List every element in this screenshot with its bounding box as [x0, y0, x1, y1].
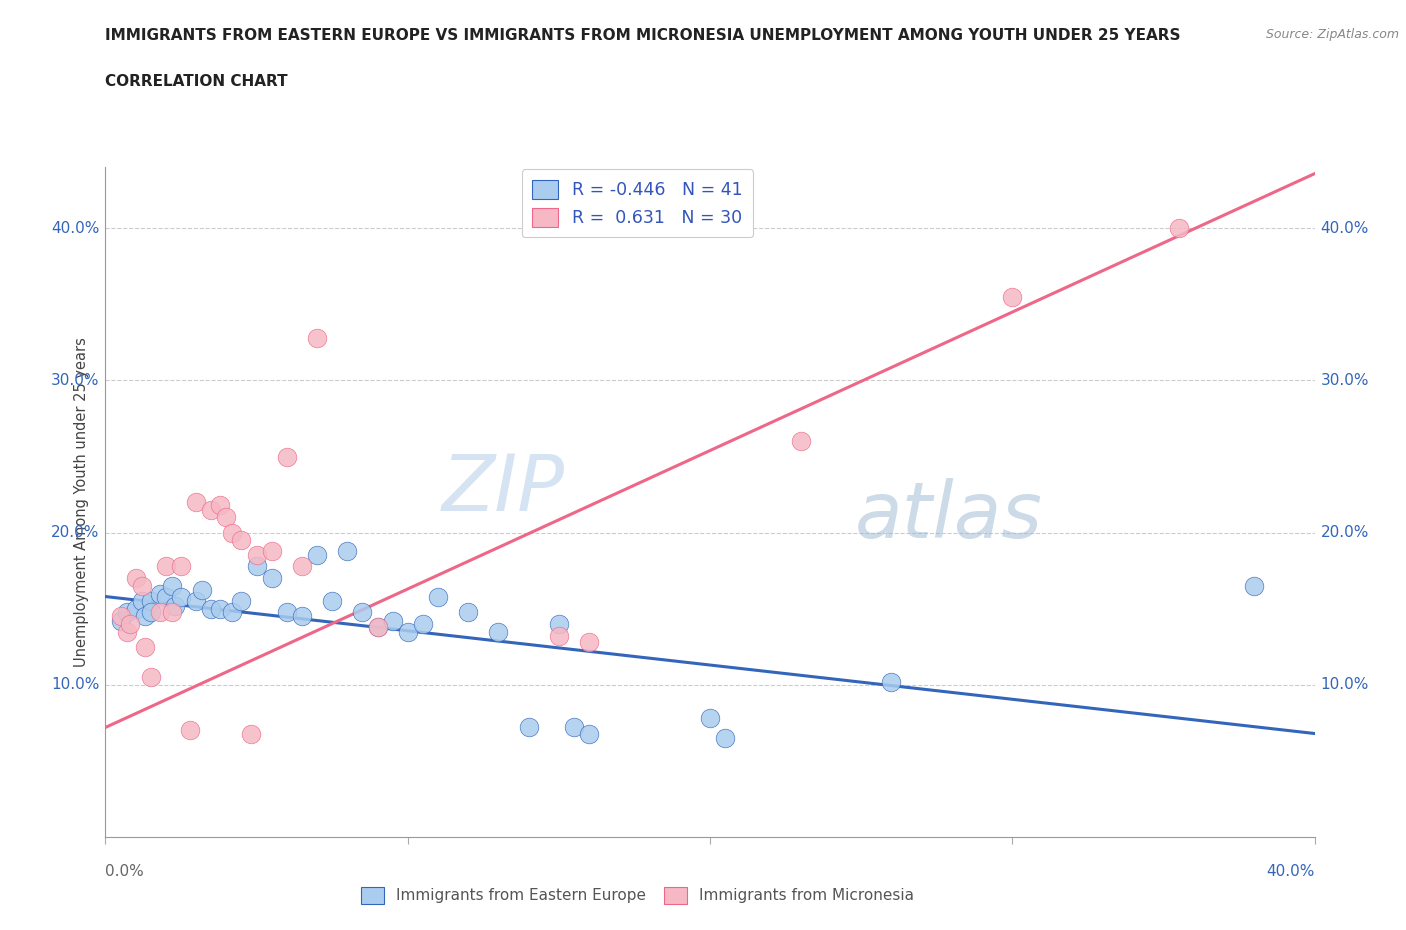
Point: [134, 609, 156, 624]
Point: [714, 731, 737, 746]
Point: [245, 559, 267, 574]
Point: [396, 624, 419, 639]
Point: [291, 609, 314, 624]
Point: [149, 586, 172, 601]
Point: [131, 593, 153, 608]
Text: 30.0%: 30.0%: [51, 373, 100, 388]
Point: [200, 502, 222, 517]
Point: [366, 619, 388, 634]
Point: [548, 617, 571, 631]
Point: [231, 533, 253, 548]
Text: 40.0%: 40.0%: [51, 220, 100, 236]
Point: [790, 434, 813, 449]
Point: [231, 593, 253, 608]
Point: [124, 602, 148, 617]
Y-axis label: Unemployment Among Youth under 25 years: Unemployment Among Youth under 25 years: [75, 338, 90, 667]
Point: [412, 617, 434, 631]
Point: [578, 726, 600, 741]
Point: [578, 635, 600, 650]
Point: [1167, 220, 1189, 235]
Point: [131, 578, 153, 593]
Point: [110, 609, 132, 624]
Text: 20.0%: 20.0%: [1320, 525, 1369, 540]
Point: [134, 639, 156, 654]
Point: [221, 604, 243, 619]
Text: IMMIGRANTS FROM EASTERN EUROPE VS IMMIGRANTS FROM MICRONESIA UNEMPLOYMENT AMONG : IMMIGRANTS FROM EASTERN EUROPE VS IMMIGR…: [105, 28, 1181, 43]
Text: CORRELATION CHART: CORRELATION CHART: [105, 74, 288, 89]
Point: [321, 593, 343, 608]
Point: [307, 330, 329, 345]
Text: atlas: atlas: [855, 478, 1043, 553]
Text: 10.0%: 10.0%: [1320, 677, 1369, 692]
Point: [200, 602, 222, 617]
Point: [239, 726, 262, 741]
Point: [336, 543, 359, 558]
Point: [260, 571, 283, 586]
Point: [110, 614, 132, 629]
Point: [209, 498, 232, 512]
Point: [276, 449, 298, 464]
Text: 20.0%: 20.0%: [51, 525, 100, 540]
Text: 30.0%: 30.0%: [1320, 373, 1369, 388]
Point: [260, 543, 283, 558]
Point: [155, 559, 177, 574]
Point: [307, 548, 329, 563]
Point: [118, 617, 141, 631]
Point: [160, 578, 183, 593]
Point: [366, 619, 388, 634]
Text: 10.0%: 10.0%: [51, 677, 100, 692]
Text: 40.0%: 40.0%: [1320, 220, 1369, 236]
Point: [517, 720, 540, 735]
Text: 40.0%: 40.0%: [1267, 864, 1315, 879]
Point: [139, 670, 162, 684]
Text: ZIP: ZIP: [441, 451, 565, 526]
Point: [880, 674, 903, 689]
Point: [149, 604, 172, 619]
Point: [115, 624, 138, 639]
Text: 0.0%: 0.0%: [105, 864, 145, 879]
Point: [179, 723, 201, 737]
Point: [548, 629, 571, 644]
Point: [115, 604, 138, 619]
Point: [352, 604, 374, 619]
Point: [170, 589, 193, 604]
Point: [186, 495, 208, 510]
Point: [155, 589, 177, 604]
Point: [139, 593, 162, 608]
Point: [1243, 578, 1265, 593]
Point: [139, 604, 162, 619]
Point: [124, 571, 148, 586]
Point: [562, 720, 585, 735]
Point: [191, 583, 214, 598]
Point: [276, 604, 298, 619]
Point: [457, 604, 479, 619]
Point: [170, 559, 193, 574]
Point: [486, 624, 509, 639]
Legend: Immigrants from Eastern Europe, Immigrants from Micronesia: Immigrants from Eastern Europe, Immigran…: [354, 881, 921, 910]
Point: [160, 604, 183, 619]
Point: [381, 614, 404, 629]
Point: [426, 589, 449, 604]
Point: [291, 559, 314, 574]
Point: [209, 602, 232, 617]
Point: [186, 593, 208, 608]
Point: [163, 598, 186, 613]
Point: [699, 711, 721, 725]
Text: Source: ZipAtlas.com: Source: ZipAtlas.com: [1265, 28, 1399, 41]
Point: [221, 525, 243, 540]
Point: [215, 510, 238, 525]
Point: [245, 548, 267, 563]
Point: [1001, 289, 1024, 304]
